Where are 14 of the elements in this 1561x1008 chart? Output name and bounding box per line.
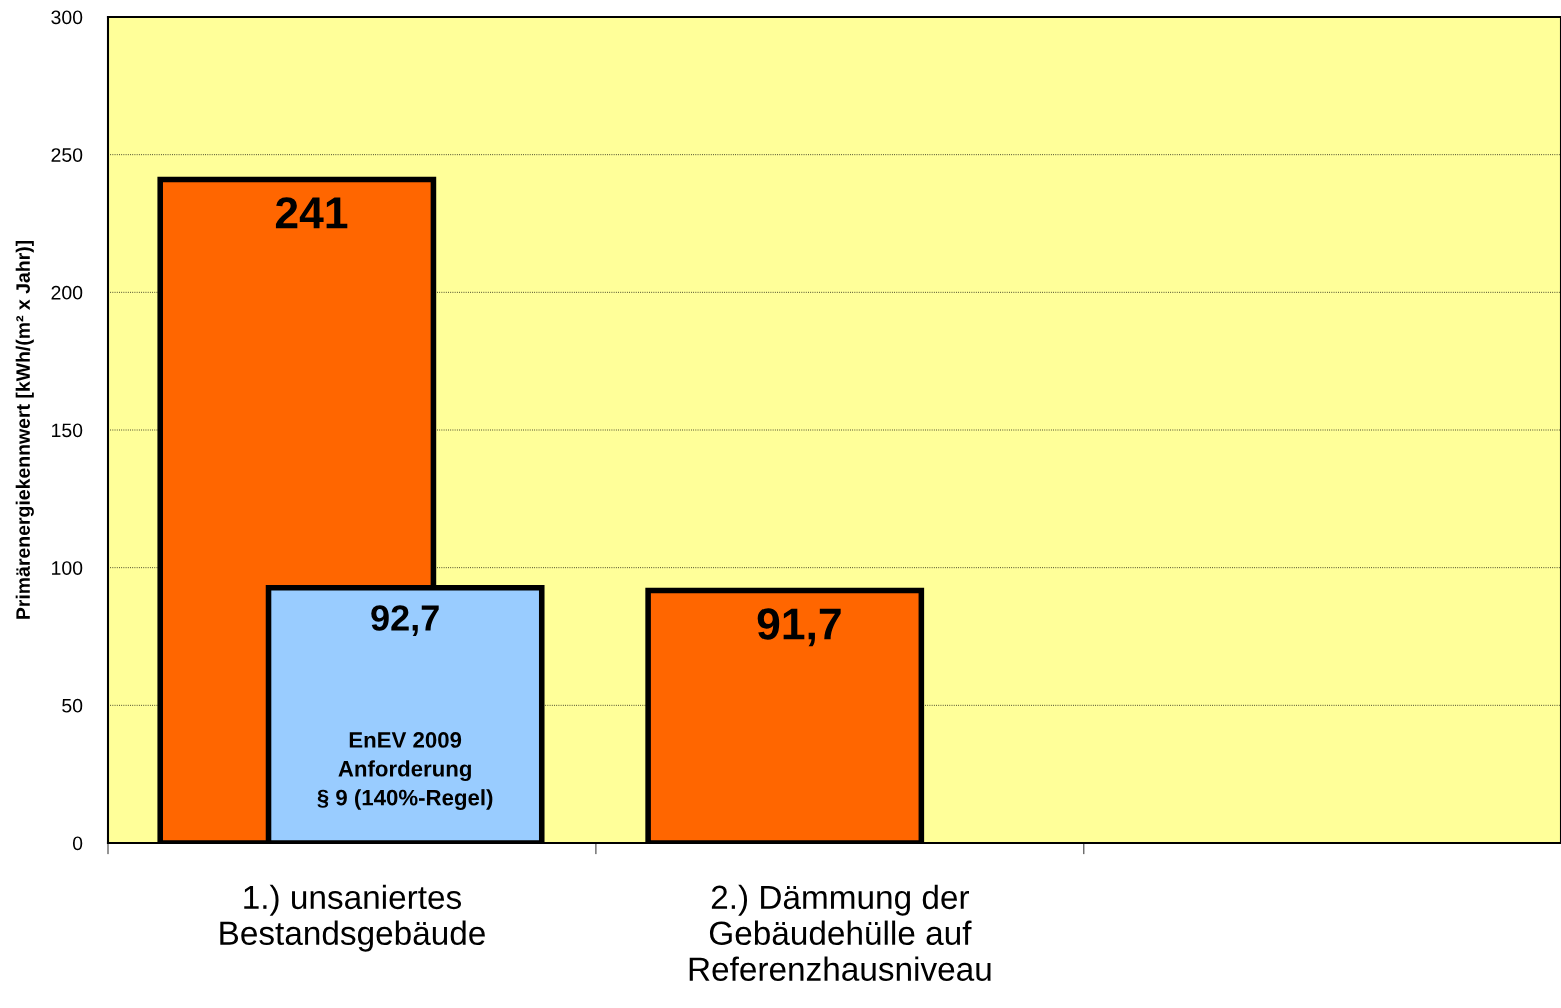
annotation: EnEV 2009 Anforderung § 9 (140%-Regel): [317, 732, 493, 810]
y-tick-label: 0: [72, 836, 83, 851]
y-tick-label: 100: [52, 561, 83, 575]
y-tick-label: 200: [51, 285, 83, 300]
data-label: 91,7: [757, 608, 841, 647]
y-axis-title: Primärenergiekennwert [kWh/(m² x Jahr)]: [15, 240, 34, 619]
data-label: 241: [275, 197, 348, 229]
data-label: 92,7: [371, 605, 439, 637]
y-tick-label: 250: [51, 148, 83, 162]
y-tick-label: 300: [51, 10, 83, 25]
y-tick-label: 50: [62, 698, 83, 713]
y-tick-label: 150: [52, 423, 83, 438]
x-tick-label: 1.) unsaniertes Bestandsgebäude: [220, 884, 485, 952]
x-tick-label: 2.) Dämmung der Gebäudehülle auf Referenzhausniveau: [689, 884, 991, 981]
